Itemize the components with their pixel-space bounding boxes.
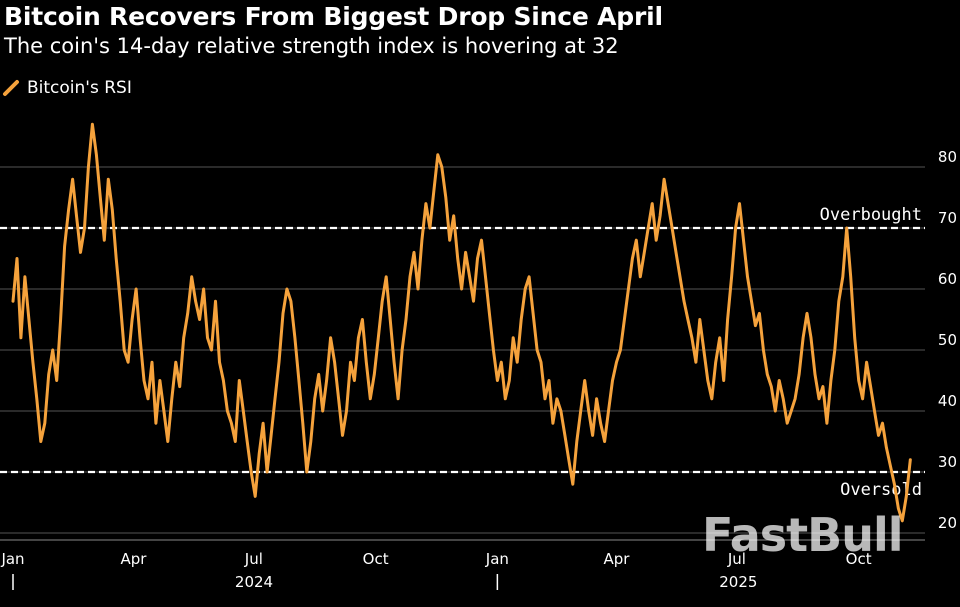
axes: 20 30 40 50 60 70 80 Jan Apr Jul Oct Jan Apr Jul Oct 20… xyxy=(0,148,957,591)
x-tick-label-4: Jan xyxy=(485,550,509,568)
reference-label-oversold: Oversold xyxy=(840,480,922,500)
x-tick-label-5: Apr xyxy=(603,550,630,568)
series-layer xyxy=(11,122,912,523)
y-tick-label-70: 70 xyxy=(938,209,957,227)
y-tick-label-20: 20 xyxy=(938,514,957,532)
reference-label-overbought: Overbought xyxy=(820,205,922,225)
y-tick-label-40: 40 xyxy=(938,392,957,410)
chart-subtitle: The coin's 14-day relative strength inde… xyxy=(4,34,619,58)
reference-lines: Overbought Oversold xyxy=(0,205,925,500)
y-tick-label-30: 30 xyxy=(938,453,957,471)
grid-lines xyxy=(0,166,925,534)
series-line-0 xyxy=(11,122,912,523)
legend: Bitcoin's RSI xyxy=(2,78,132,98)
y-tick-label-50: 50 xyxy=(938,331,957,349)
watermark-logo: FastBull xyxy=(702,508,903,562)
x-tick-label-3: Oct xyxy=(363,550,389,568)
y-tick-label-80: 80 xyxy=(938,148,957,166)
x-tick-label-7: Oct xyxy=(846,550,872,568)
year-label-2025: 2025 xyxy=(719,573,757,591)
x-tick-label-6: Jul xyxy=(727,550,746,568)
x-tick-label-0: Jan xyxy=(0,550,24,568)
legend-label: Bitcoin's RSI xyxy=(27,78,132,98)
chart-title: Bitcoin Recovers From Biggest Drop Since… xyxy=(4,2,663,31)
y-tick-label-60: 60 xyxy=(938,270,957,288)
year-label-2024: 2024 xyxy=(235,573,273,591)
legend-swatch-icon xyxy=(3,80,19,96)
x-tick-label-2: Jul xyxy=(244,550,263,568)
x-tick-label-1: Apr xyxy=(120,550,147,568)
